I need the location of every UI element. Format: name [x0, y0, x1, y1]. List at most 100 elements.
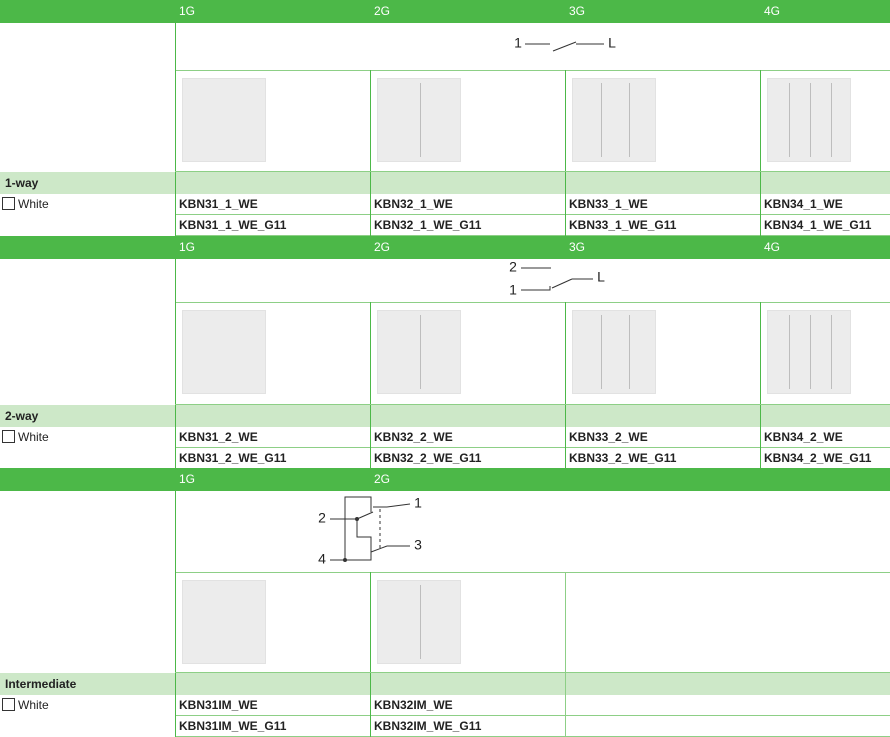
gang-line — [629, 83, 630, 157]
gang-line — [831, 315, 832, 389]
product-code: KBN33_2_WE_G11 — [569, 451, 677, 465]
column-divider — [565, 70, 566, 236]
switch-plate — [377, 78, 461, 162]
gang-line — [789, 83, 790, 157]
section-name: 2-way — [0, 405, 890, 427]
finish-label: White — [2, 695, 49, 716]
gang-line — [601, 83, 602, 157]
product-code: KBN31_2_WE_G11 — [179, 451, 287, 465]
divider — [175, 70, 890, 71]
checkbox — [2, 197, 15, 210]
column-divider — [370, 70, 371, 236]
product-code: KBN31IM_WE — [179, 698, 258, 712]
column-divider — [175, 0, 176, 236]
checkbox — [2, 430, 15, 443]
finish-label: White — [2, 194, 49, 215]
terminal-label: 4 — [318, 551, 326, 567]
column-header: 1G — [179, 472, 196, 486]
column-divider — [760, 70, 761, 236]
column-header: 4G — [764, 240, 781, 254]
product-code: KBN34_2_WE — [764, 430, 843, 444]
product-code: KBN32_1_WE_G11 — [374, 218, 482, 232]
gang-line — [810, 315, 811, 389]
column-header: 2G — [374, 4, 391, 18]
switch-plate — [377, 580, 461, 664]
switch-plate — [182, 78, 266, 162]
product-code: KBN32_2_WE_G11 — [374, 451, 482, 465]
product-code: KBN34_2_WE_G11 — [764, 451, 872, 465]
switch-plate — [572, 78, 656, 162]
terminal-label: 1 — [509, 282, 517, 298]
divider — [175, 235, 890, 236]
finish-text: White — [18, 430, 49, 444]
column-divider — [175, 236, 176, 469]
terminal-label: 2 — [509, 259, 517, 275]
product-code: KBN32IM_WE_G11 — [374, 719, 482, 733]
column-header: 4G — [764, 4, 781, 18]
divider — [175, 572, 890, 573]
column-divider — [175, 468, 176, 737]
terminal-label: 2 — [318, 510, 326, 526]
gang-line — [810, 83, 811, 157]
finish-text: White — [18, 197, 49, 211]
gang-line — [420, 83, 421, 157]
switch-plate — [767, 310, 851, 394]
product-code: KBN34_1_WE — [764, 197, 843, 211]
switch-plate — [377, 310, 461, 394]
gang-line — [420, 585, 421, 659]
column-header: 2G — [374, 240, 391, 254]
header-row — [0, 236, 890, 259]
column-header: 1G — [179, 240, 196, 254]
column-header: 2G — [374, 472, 391, 486]
terminal-label: L — [608, 35, 616, 51]
header-row — [0, 468, 890, 491]
divider — [175, 404, 890, 405]
section-name: 1-way — [0, 172, 890, 194]
terminal-label: L — [597, 269, 605, 285]
column-divider — [565, 572, 566, 737]
product-code: KBN32_1_WE — [374, 197, 453, 211]
switch-plate — [572, 310, 656, 394]
switch-plate — [182, 580, 266, 664]
divider — [175, 302, 890, 303]
gang-line — [420, 315, 421, 389]
diagram-2way: 2 1 L — [509, 259, 605, 298]
divider — [175, 171, 890, 172]
gang-line — [831, 83, 832, 157]
gang-line — [629, 315, 630, 389]
diagram-intermediate: 2 1 4 3 — [318, 495, 422, 567]
section-name: Intermediate — [0, 673, 890, 695]
divider — [175, 715, 890, 716]
gang-line — [601, 315, 602, 389]
diagram-1way: 1 L — [514, 35, 616, 52]
terminal-label: 1 — [514, 35, 522, 51]
column-divider — [370, 572, 371, 737]
product-code: KBN31_2_WE — [179, 430, 258, 444]
product-code: KBN31IM_WE_G11 — [179, 719, 287, 733]
checkbox — [2, 698, 15, 711]
product-code: KBN31_1_WE_G11 — [179, 218, 287, 232]
column-header: 3G — [569, 240, 586, 254]
product-code: KBN32_2_WE — [374, 430, 453, 444]
column-divider — [565, 302, 566, 469]
switch-plate — [767, 78, 851, 162]
product-code: KBN33_1_WE_G11 — [569, 218, 677, 232]
column-divider — [760, 302, 761, 469]
column-header: 3G — [569, 4, 586, 18]
column-divider — [370, 302, 371, 469]
divider — [175, 447, 890, 448]
gang-line — [789, 315, 790, 389]
terminal-label: 3 — [414, 537, 422, 553]
header-row — [0, 0, 890, 23]
divider — [175, 672, 890, 673]
product-code: KBN31_1_WE — [179, 197, 258, 211]
product-code: KBN34_1_WE_G11 — [764, 218, 872, 232]
product-code: KBN33_1_WE — [569, 197, 648, 211]
terminal-label: 1 — [414, 495, 422, 511]
finish-text: White — [18, 698, 49, 712]
switch-plate — [182, 310, 266, 394]
divider — [175, 214, 890, 215]
product-code: KBN33_2_WE — [569, 430, 648, 444]
